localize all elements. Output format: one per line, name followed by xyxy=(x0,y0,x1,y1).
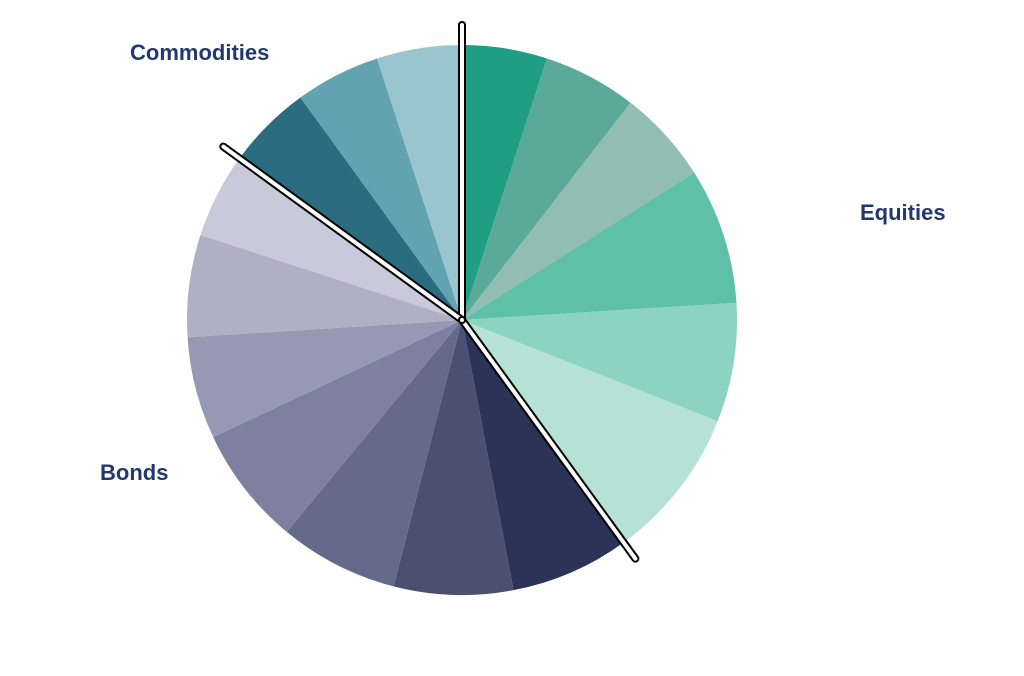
asset-allocation-pie-chart: Equities Bonds Commodities xyxy=(0,0,1024,676)
center-dot-inner xyxy=(460,318,464,322)
category-label-equities: Equities xyxy=(860,200,946,226)
category-label-bonds: Bonds xyxy=(100,460,168,486)
category-label-commodities: Commodities xyxy=(130,40,269,66)
pie-svg xyxy=(0,0,1024,676)
